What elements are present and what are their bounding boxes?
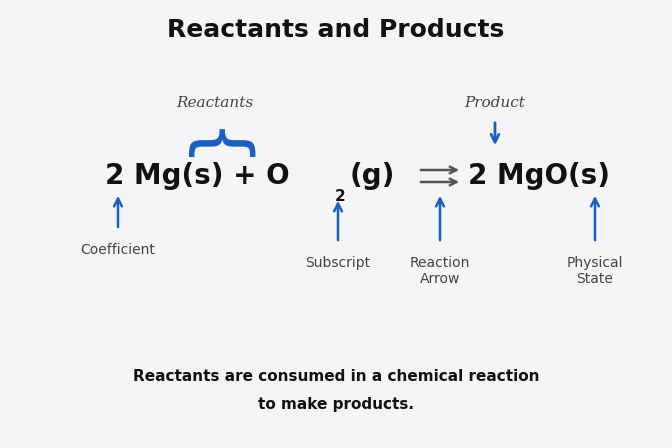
Text: 2 Mg(s) + O: 2 Mg(s) + O [105, 162, 290, 190]
Text: Reactants are consumed in a chemical reaction: Reactants are consumed in a chemical rea… [133, 369, 539, 383]
Text: 2: 2 [335, 189, 345, 203]
Text: Reactants and Products: Reactants and Products [167, 18, 505, 42]
Text: 2 MgO(s): 2 MgO(s) [468, 162, 610, 190]
Text: }: } [181, 110, 249, 156]
Text: (g): (g) [350, 162, 395, 190]
Text: Subscript: Subscript [306, 256, 370, 270]
Text: Coefficient: Coefficient [81, 243, 155, 257]
Text: Reactants: Reactants [176, 96, 253, 110]
Text: to make products.: to make products. [258, 396, 414, 412]
Text: Product: Product [464, 96, 526, 110]
Text: Reaction
Arrow: Reaction Arrow [410, 256, 470, 286]
Text: Physical
State: Physical State [566, 256, 623, 286]
